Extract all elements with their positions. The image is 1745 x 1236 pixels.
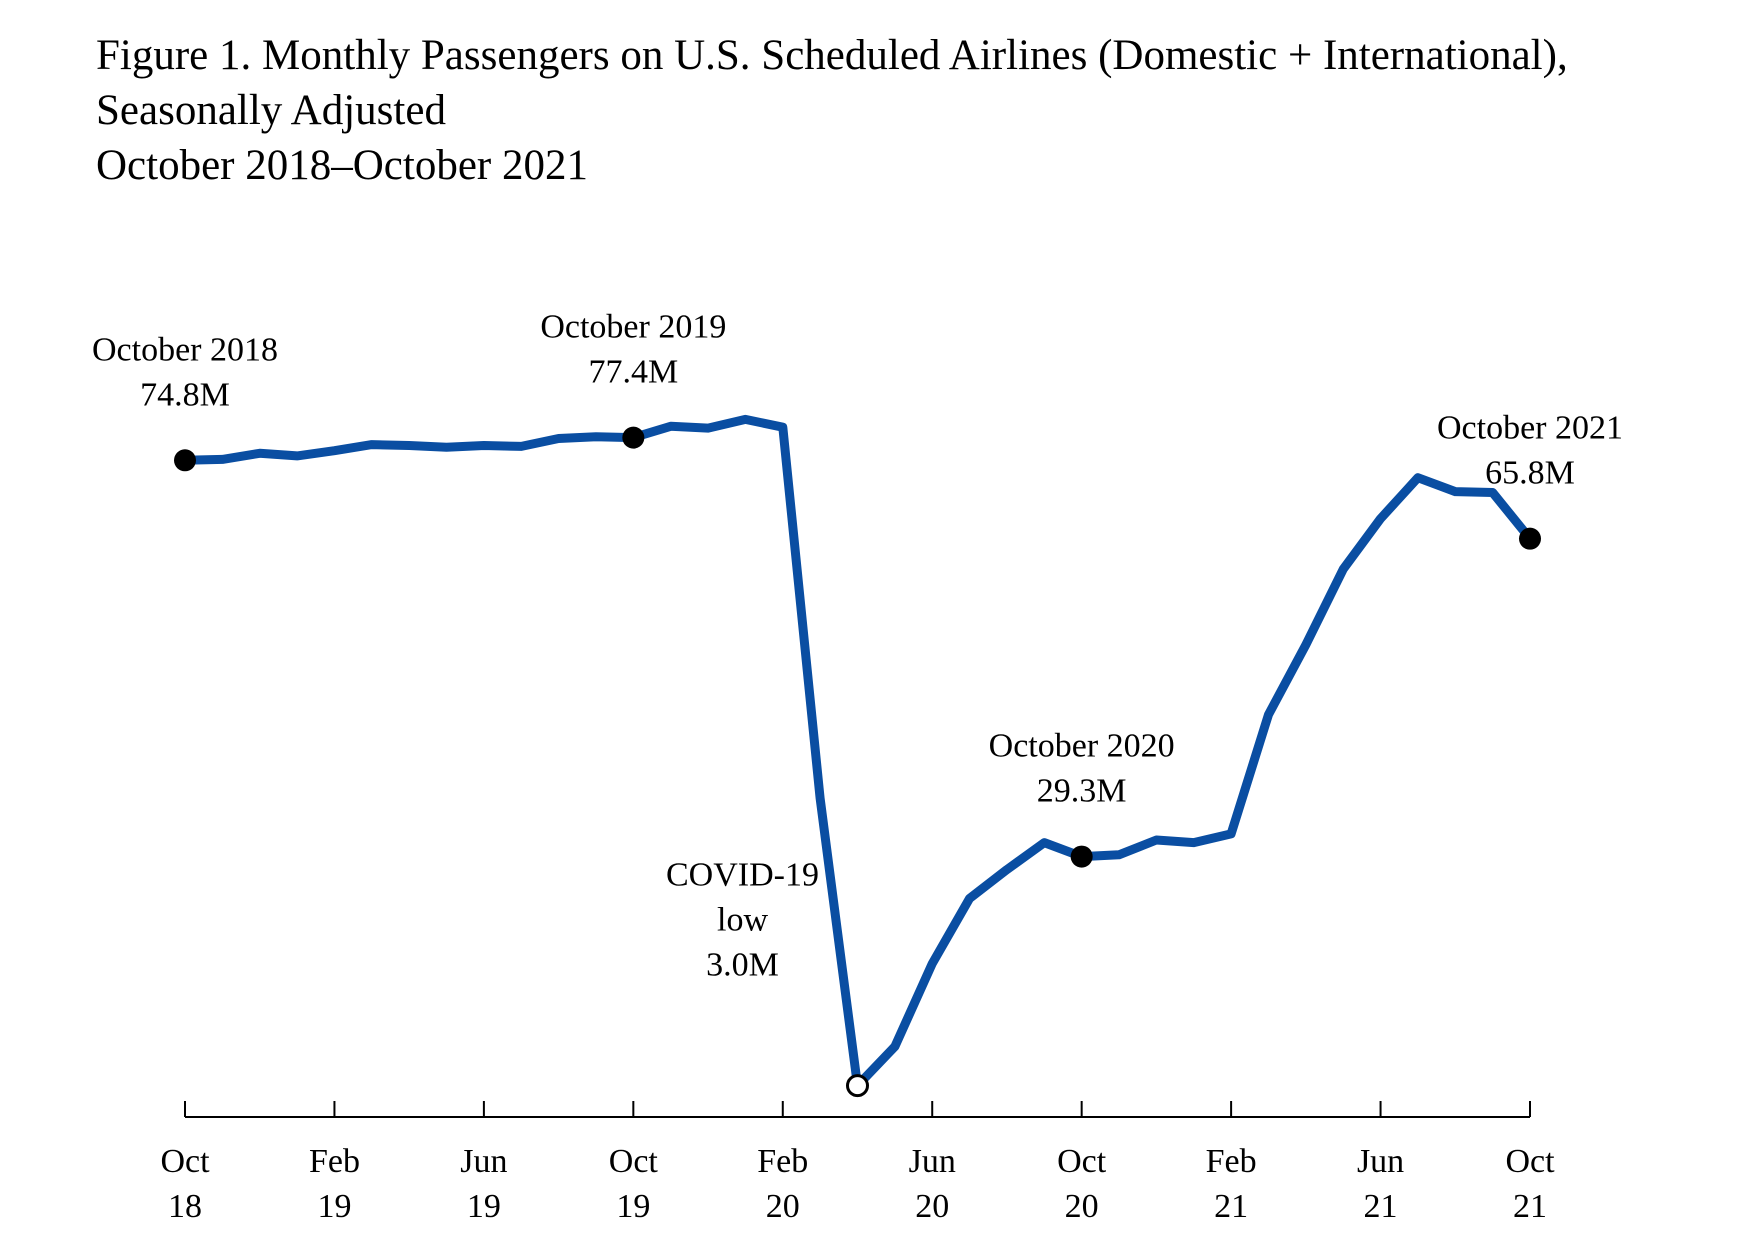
x-tick-month: Oct [609, 1143, 659, 1180]
series-line-layer [180, 414, 1535, 1091]
data-label: COVID-19 low 3.0M [666, 857, 819, 984]
x-tick-year: 19 [616, 1188, 650, 1225]
data-label-line: October 2018 [92, 331, 278, 368]
x-tick-month: Feb [309, 1143, 360, 1180]
x-tick-year: 21 [1214, 1188, 1248, 1225]
x-tick-month: Oct [1057, 1143, 1107, 1180]
data-point-marker [846, 1074, 869, 1098]
data-label-line: COVID-19 [666, 857, 819, 894]
data-label: October 2020 29.3M [989, 728, 1175, 810]
x-tick-label: Feb 21 [1206, 1143, 1257, 1225]
title-line-2: Seasonally Adjusted [96, 87, 446, 134]
x-tick-month: Jun [909, 1143, 956, 1180]
x-tick-year: 19 [317, 1188, 351, 1225]
x-tick-label: Oct 21 [1505, 1143, 1555, 1225]
x-tick-year: 18 [168, 1188, 202, 1225]
title-line-3: October 2018–October 2021 [96, 142, 588, 189]
series-line [180, 414, 1535, 1091]
data-point-marker [1070, 845, 1093, 868]
x-tick-month: Oct [1505, 1143, 1555, 1180]
data-label: October 2019 77.4M [540, 309, 726, 391]
data-point-marker [1519, 527, 1541, 550]
data-label-line: 65.8M [1485, 455, 1575, 492]
data-point-marker [174, 449, 196, 472]
x-tick-year: 20 [766, 1188, 800, 1225]
chart-title: Figure 1. Monthly Passengers on U.S. Sch… [96, 28, 1716, 193]
x-tick-month: Feb [1206, 1143, 1257, 1180]
x-tick-year: 20 [915, 1188, 949, 1225]
x-tick-month: Oct [160, 1143, 210, 1180]
data-label-line: October 2020 [989, 728, 1175, 765]
data-label-line: 29.3M [1037, 773, 1127, 810]
x-tick-label: Oct 19 [609, 1143, 659, 1225]
x-tick-label: Feb 20 [757, 1143, 808, 1225]
data-point-marker [622, 426, 645, 449]
x-tick-year: 19 [467, 1188, 501, 1225]
x-tick-month: Jun [1357, 1143, 1404, 1180]
x-axis: Oct 18 Feb 19 Jun 19 Oct 19 Feb 20 Jun 20 Oct 20 Feb 21… [160, 1101, 1555, 1225]
x-tick-month: Feb [757, 1143, 808, 1180]
title-line-1: Figure 1. Monthly Passengers on U.S. Sch… [96, 32, 1568, 79]
marker-layer [174, 426, 1541, 1098]
annotation-layer: October 2018 74.8M October 2019 77.4M COVID-… [92, 309, 1623, 984]
data-label: October 2018 74.8M [92, 331, 278, 413]
x-tick-label: Oct 18 [160, 1143, 210, 1225]
data-label-line: low [717, 902, 768, 939]
data-label-line: 3.0M [706, 947, 779, 984]
x-tick-year: 21 [1364, 1188, 1398, 1225]
x-tick-label: Jun 19 [460, 1143, 507, 1225]
data-label-line: October 2021 [1437, 410, 1623, 447]
data-label-line: 77.4M [588, 354, 678, 391]
x-tick-label: Oct 20 [1057, 1143, 1107, 1225]
x-tick-month: Jun [460, 1143, 507, 1180]
x-tick-year: 21 [1513, 1188, 1547, 1225]
data-label-line: October 2019 [540, 309, 726, 346]
x-tick-label: Jun 21 [1357, 1143, 1404, 1225]
x-tick-year: 20 [1065, 1188, 1099, 1225]
data-label-line: 74.8M [140, 376, 230, 413]
x-tick-label: Feb 19 [309, 1143, 360, 1225]
data-label: October 2021 65.8M [1437, 410, 1623, 492]
x-tick-label: Jun 20 [909, 1143, 956, 1225]
